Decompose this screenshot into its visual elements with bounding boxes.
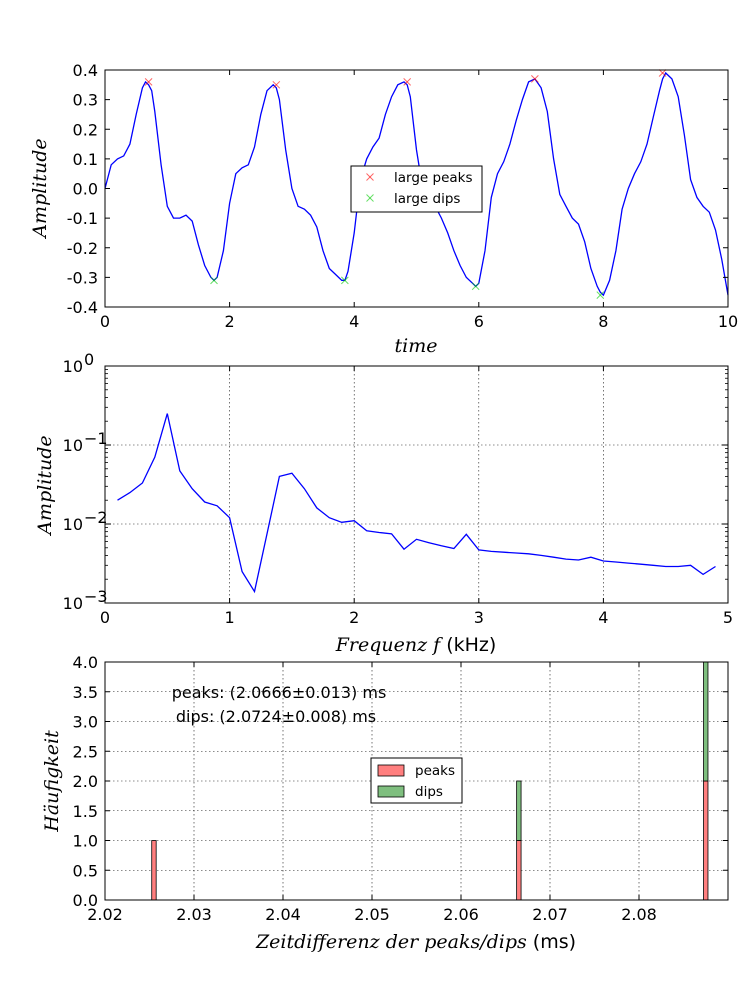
histogram-xlabel-math: Zeitdifferenz der peaks/dips <box>255 931 527 953</box>
large-dip-marker <box>210 276 218 285</box>
spectrum-ytick-exponent: −2 <box>84 508 108 527</box>
legend-dip-cross <box>366 194 374 202</box>
legend-large-dips-label: large dips <box>394 191 460 207</box>
histogram-xtick-label: 2.07 <box>532 905 568 924</box>
histogram-xtick-label: 2.06 <box>443 905 479 924</box>
spectrum-ylabel: Amplitude <box>34 435 56 536</box>
histogram-ytick-label: 3.0 <box>73 713 98 732</box>
time-series-ylabel: Amplitude <box>29 138 51 239</box>
time-series-xtick-label: 2 <box>225 312 235 331</box>
histogram-xlabel-unit: (ms) <box>533 931 576 953</box>
spectrum-line <box>117 413 716 594</box>
spectrum-xtick-label: 3 <box>474 608 484 627</box>
time-series-ytick-label: 0.0 <box>73 180 98 199</box>
time-series-ytick-label: -0.2 <box>67 239 98 258</box>
spectrum-ytick-label: 10 <box>63 357 83 376</box>
histogram-bar-dips <box>703 661 709 782</box>
histogram-panel: 2.02 2.03 2.04 2.05 2.06 2.07 2.08 0.0 0.5 1.0 1.5… <box>41 653 729 953</box>
spectrum-ytick-exponent: −3 <box>84 587 108 606</box>
legend-large-dips-marker <box>366 194 374 202</box>
time-series-ytick-label: -0.3 <box>67 268 98 287</box>
histogram-bar-dips <box>516 780 522 841</box>
histogram-xtick-label: 2.02 <box>87 905 123 924</box>
histogram-ytick-label: 4.0 <box>73 653 98 672</box>
histogram-ytick-label: 3.5 <box>73 683 98 702</box>
time-series-ytick-label: 0.1 <box>73 150 98 169</box>
time-series-xtick-label: 0 <box>100 312 110 331</box>
legend-dips-label: dips <box>415 784 443 800</box>
histogram-xtick-label: 2.08 <box>621 905 657 924</box>
legend-large-peaks-label: large peaks <box>394 170 473 186</box>
spectrum-ytick-exponent: 0 <box>84 350 94 369</box>
time-series-panel: 0 2 4 6 8 10 -0.4 -0.3 -0.2 -0.1 0.0 0.1 0.2 0.3 0.4 t… <box>29 61 738 357</box>
time-series-line <box>104 71 729 297</box>
time-series-ytick-label: 0.3 <box>73 91 98 110</box>
histogram-bar-peaks <box>703 780 709 901</box>
peaks-annotation: peaks: (2.0666±0.013) ms <box>172 683 387 702</box>
histogram-ytick-label: 2.5 <box>73 742 98 761</box>
dips-annotation: dips: (2.0724±0.008) ms <box>176 707 376 726</box>
time-series-xtick-label: 4 <box>349 312 359 331</box>
large-peak-marker <box>531 75 539 83</box>
time-series-ytick-label: 0.4 <box>73 61 98 80</box>
spectrum-ytick-label: 10 <box>63 436 83 455</box>
spectrum-ytick-label: 10 <box>63 515 83 534</box>
time-series-legend: large peaks large dips <box>350 165 483 213</box>
time-series-xtick-label: 6 <box>474 312 484 331</box>
histogram-legend: peaks dips <box>370 757 463 804</box>
large-peak-marker <box>658 69 667 77</box>
histogram-ytick-label: 1.5 <box>73 802 98 821</box>
histogram-bar-peaks <box>151 840 157 901</box>
histogram-xtick-label: 2.05 <box>354 905 390 924</box>
large-dip-marker <box>341 276 349 285</box>
legend-large-peaks-marker <box>366 173 374 181</box>
spectrum-ytick-label: 10 <box>63 594 83 613</box>
large-peak-marker <box>403 77 412 86</box>
spectrum-xtick-label: 5 <box>723 608 733 627</box>
spectrum-xtick-label: 2 <box>349 608 359 627</box>
legend-peaks-label: peaks <box>415 763 455 779</box>
histogram-xlabel: Zeitdifferenz der peaks/dips (ms) <box>255 931 576 953</box>
histogram-ytick-label: 0.0 <box>73 891 98 910</box>
spectrum-ytick-exponent: −1 <box>84 429 108 448</box>
spectrum-xtick-label: 1 <box>225 608 235 627</box>
large-peak-marker <box>144 77 153 86</box>
legend-dips-swatch <box>377 785 405 798</box>
time-series-ytick-label: -0.1 <box>67 209 98 228</box>
large-peak-marker <box>272 80 281 89</box>
histogram-xtick-label: 2.04 <box>265 905 301 924</box>
histogram-ylabel: Häufigkeit <box>41 730 63 833</box>
spectrum-plot-frame <box>104 365 729 604</box>
legend-peak-cross <box>366 173 374 181</box>
histogram-bar-peaks <box>516 840 522 901</box>
histogram-ytick-label: 1.0 <box>73 832 98 851</box>
spectrum-xtick-label: 4 <box>598 608 608 627</box>
spectrum-xtick-label: 0 <box>100 608 110 627</box>
time-series-xtick-label: 8 <box>598 312 608 331</box>
time-series-xtick-label: 10 <box>718 312 738 331</box>
large-dip-marker <box>596 291 605 300</box>
large-dip-marker <box>471 282 480 291</box>
spectrum-xlabel-math: Frequenz f <box>335 634 443 656</box>
spectrum-xlabel-unit: (kHz) <box>446 634 496 656</box>
spectrum-xlabel: Frequenz f (kHz) <box>335 634 497 656</box>
time-series-xlabel: time <box>395 335 438 357</box>
histogram-ytick-label: 0.5 <box>73 861 98 880</box>
time-series-ytick-label: 0.2 <box>73 120 98 139</box>
legend-peaks-swatch <box>377 764 405 777</box>
histogram-xtick-label: 2.03 <box>176 905 212 924</box>
histogram-ytick-label: 2.0 <box>73 772 98 791</box>
time-series-ytick-label: -0.4 <box>67 298 98 317</box>
